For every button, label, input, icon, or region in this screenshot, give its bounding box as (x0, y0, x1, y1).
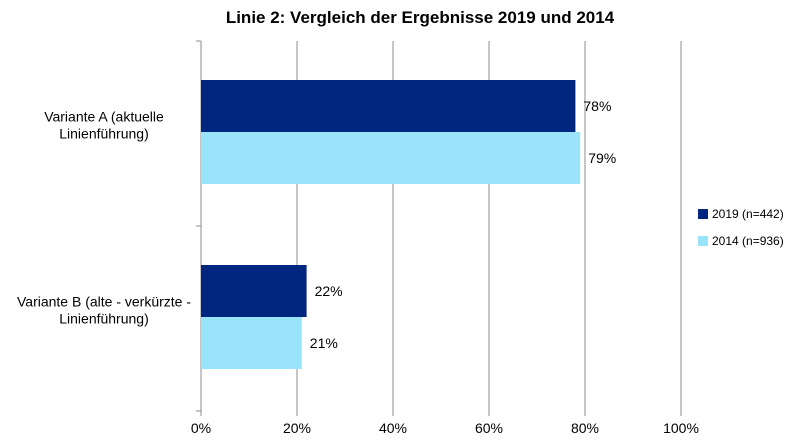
bars (201, 80, 581, 369)
x-tick-label: 20% (283, 420, 311, 436)
bar (201, 265, 307, 317)
legend-label: 2014 (n=936) (712, 234, 784, 248)
x-tick-label: 80% (571, 420, 599, 436)
bar (201, 80, 576, 132)
legend-swatch (698, 236, 708, 246)
x-tick-label: 40% (379, 420, 407, 436)
legend-label: 2019 (n=442) (712, 207, 784, 221)
data-labels: 78% 79% 22% 21% (310, 98, 616, 351)
x-tick-label: 0% (191, 420, 211, 436)
bar (201, 132, 581, 184)
x-axis-ticks: 0% 20% 40% 60% 80% 100% (191, 420, 699, 436)
legend-swatch (698, 209, 708, 219)
data-label: 22% (315, 283, 343, 299)
category-labels: Variante A (aktuelle Linienführung) Varian… (17, 109, 191, 327)
x-tick-label: 100% (663, 420, 699, 436)
bar (201, 317, 302, 369)
chart-title: Linie 2: Vergleich der Ergebnisse 2019 u… (226, 8, 615, 27)
x-tick-label: 60% (475, 420, 503, 436)
data-label: 79% (588, 150, 616, 166)
data-label: 78% (583, 98, 611, 114)
legend: 2019 (n=442) 2014 (n=936) (698, 207, 784, 248)
category-label: Variante A (aktuelle Linienführung) (44, 109, 164, 142)
category-label: Variante B (alte - verkürzte -Linienführ… (17, 294, 191, 327)
data-label: 21% (310, 335, 338, 351)
